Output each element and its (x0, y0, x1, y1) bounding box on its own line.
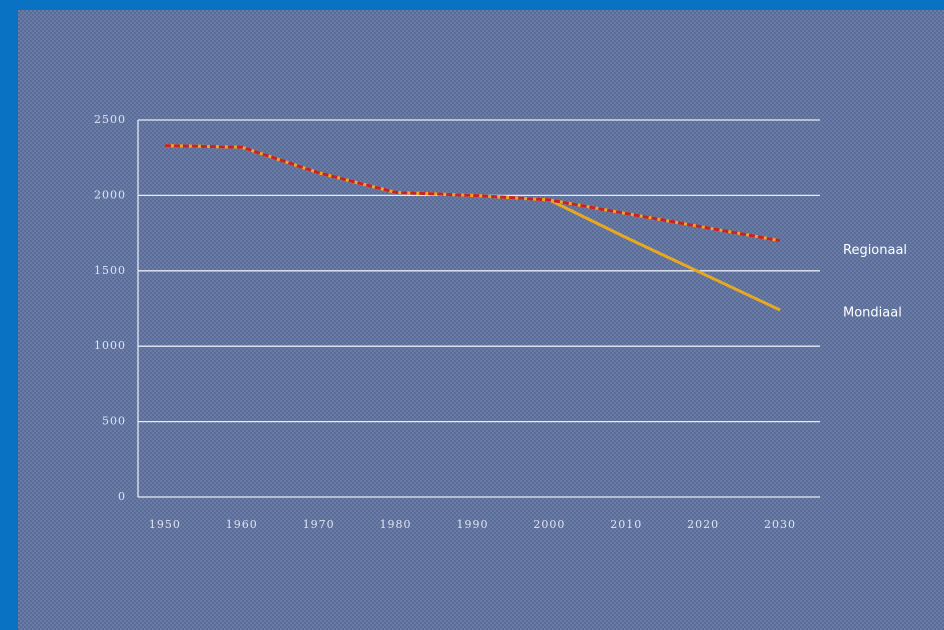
x-tick-label: 2000 (533, 518, 565, 531)
x-tick-label: 1990 (456, 518, 488, 531)
y-tick-label: 1000 (94, 339, 126, 352)
y-tick-label: 500 (102, 415, 126, 428)
y-tick-label: 1500 (94, 264, 126, 277)
x-tick-label: 1950 (149, 518, 181, 531)
x-tick-label: 1980 (380, 518, 412, 531)
x-tick-label: 2010 (610, 518, 642, 531)
series-label: Mondiaal (843, 306, 902, 321)
series-label: Regionaal (843, 243, 907, 258)
y-tick-label: 2000 (94, 188, 126, 201)
x-tick-label: 1970 (303, 518, 335, 531)
y-tick-label: 2500 (94, 113, 126, 126)
y-tick-label: 0 (118, 490, 126, 503)
x-tick-label: 2020 (687, 518, 719, 531)
background (18, 10, 944, 630)
x-tick-label: 1960 (226, 518, 258, 531)
series-line (164, 144, 781, 243)
x-tick-label: 2030 (764, 518, 796, 531)
